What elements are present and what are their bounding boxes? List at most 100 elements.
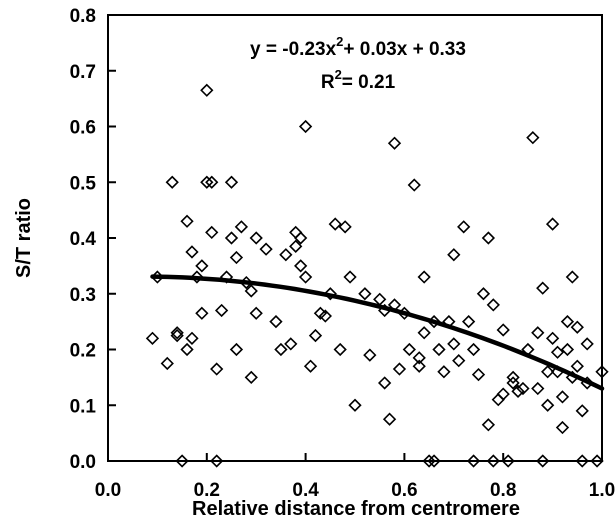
x-tick-label: 0.4 bbox=[292, 480, 319, 501]
data-point bbox=[536, 281, 550, 295]
data-point bbox=[363, 348, 377, 362]
data-point bbox=[328, 217, 342, 231]
data-point bbox=[348, 398, 362, 412]
data-point bbox=[373, 292, 387, 306]
data-point bbox=[205, 175, 219, 189]
r-squared-exponent: 2 bbox=[335, 67, 342, 82]
data-point bbox=[427, 454, 441, 468]
y-tick-label: 0.3 bbox=[70, 285, 96, 306]
data-point bbox=[229, 250, 244, 265]
fit-equation-prefix: y = -0.23x bbox=[250, 39, 337, 60]
data-point bbox=[570, 359, 584, 373]
y-tick-label: 0.4 bbox=[70, 229, 97, 250]
data-point bbox=[545, 331, 560, 345]
y-tick-label: 0.5 bbox=[70, 173, 97, 194]
data-point bbox=[200, 175, 214, 189]
data-point bbox=[526, 131, 540, 145]
x-tick-label: 0.6 bbox=[391, 480, 417, 501]
y-axis: 0.0 0.1 0.2 0.3 0.4 0.5 0.6 0.7 0.8 bbox=[70, 6, 116, 473]
x-axis-title: Relative distance from centromere bbox=[192, 498, 520, 520]
y-axis-title: S/T ratio bbox=[13, 198, 35, 278]
x-tick-label: 0.2 bbox=[194, 480, 220, 501]
data-point bbox=[560, 314, 575, 329]
data-point bbox=[476, 287, 491, 301]
data-points bbox=[145, 83, 609, 468]
r-squared-prefix: R bbox=[321, 72, 335, 93]
data-point bbox=[185, 331, 199, 345]
data-point bbox=[545, 217, 560, 231]
data-point bbox=[457, 220, 471, 234]
data-point bbox=[210, 362, 224, 376]
data-point bbox=[343, 270, 357, 284]
data-point bbox=[412, 359, 426, 373]
data-point bbox=[536, 454, 550, 468]
data-point bbox=[200, 83, 214, 97]
data-point bbox=[224, 175, 239, 189]
data-point bbox=[575, 404, 589, 418]
x-tick-label: 0.0 bbox=[95, 480, 121, 501]
data-point bbox=[560, 342, 575, 357]
data-point bbox=[402, 342, 416, 357]
data-point bbox=[382, 412, 397, 426]
data-point bbox=[471, 367, 486, 382]
data-point bbox=[175, 454, 189, 468]
data-point bbox=[190, 270, 204, 284]
fit-equation-suffix: + 0.03x + 0.33 bbox=[343, 39, 466, 60]
data-point bbox=[506, 370, 520, 385]
data-point bbox=[294, 231, 308, 245]
data-point bbox=[531, 326, 545, 340]
data-point bbox=[224, 231, 239, 245]
fit-equation: y = -0.23x2+ 0.03x + 0.33 bbox=[250, 34, 466, 60]
data-point bbox=[486, 298, 500, 312]
data-point bbox=[461, 314, 476, 329]
y-tick-label: 0.2 bbox=[70, 341, 96, 362]
data-point bbox=[318, 309, 332, 323]
data-point bbox=[259, 242, 273, 256]
data-point bbox=[284, 337, 298, 351]
data-point bbox=[486, 454, 500, 468]
data-point bbox=[392, 362, 407, 376]
data-point bbox=[378, 376, 392, 390]
x-tick-label: 0.8 bbox=[490, 480, 516, 501]
data-point bbox=[417, 270, 431, 284]
data-point bbox=[298, 119, 313, 134]
data-point bbox=[195, 259, 209, 273]
data-point bbox=[575, 454, 589, 468]
data-point bbox=[180, 214, 194, 228]
data-point bbox=[501, 454, 515, 468]
data-point bbox=[580, 337, 594, 351]
r-squared-suffix: = 0.21 bbox=[342, 72, 396, 93]
data-point bbox=[338, 220, 352, 234]
x-axis: 0.0 0.2 0.4 0.6 0.8 1.0 bbox=[95, 453, 615, 501]
data-point bbox=[387, 136, 402, 150]
data-point bbox=[303, 359, 318, 373]
data-point bbox=[570, 320, 584, 334]
data-point bbox=[516, 381, 530, 396]
data-point bbox=[531, 381, 545, 396]
fit-equation-exponent: 2 bbox=[336, 34, 343, 49]
data-point bbox=[422, 454, 436, 468]
data-point bbox=[417, 326, 431, 340]
data-point bbox=[496, 387, 510, 401]
data-point bbox=[170, 328, 184, 343]
data-point bbox=[165, 175, 179, 189]
data-point bbox=[214, 303, 229, 318]
data-point bbox=[491, 393, 505, 407]
data-point bbox=[506, 376, 520, 390]
data-point bbox=[274, 342, 288, 357]
data-point bbox=[541, 398, 555, 412]
y-tick-label: 0.1 bbox=[70, 396, 97, 417]
data-point bbox=[466, 454, 481, 468]
r-squared-label: R2= 0.21 bbox=[321, 67, 396, 93]
data-point bbox=[447, 248, 461, 262]
data-point bbox=[185, 245, 199, 259]
data-point bbox=[279, 248, 293, 262]
data-point bbox=[407, 178, 421, 192]
data-point bbox=[412, 351, 426, 365]
data-point bbox=[481, 418, 496, 432]
data-point bbox=[333, 342, 347, 357]
data-point bbox=[447, 337, 461, 351]
data-point bbox=[481, 231, 496, 245]
data-point bbox=[294, 259, 308, 273]
